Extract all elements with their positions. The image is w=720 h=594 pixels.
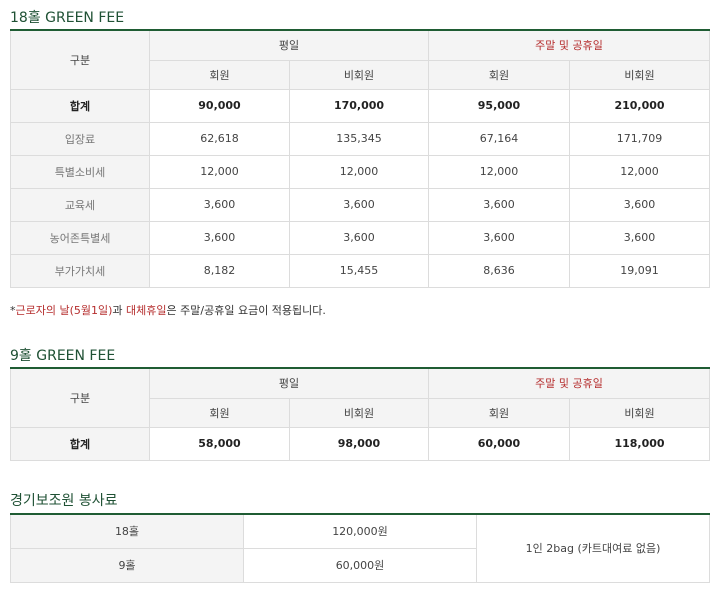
header-category: 구분 — [10, 367, 150, 428]
cell-value: 62,618 — [149, 121, 290, 156]
cell-value: 135,345 — [289, 121, 429, 156]
table-row: 농어존특별세 3,600 3,600 3,600 3,600 — [10, 220, 710, 255]
row-label: 농어존특별세 — [10, 220, 150, 255]
row-label: 입장료 — [10, 121, 150, 156]
header-nonmember: 비회원 — [569, 397, 710, 428]
cell-value: 210,000 — [569, 88, 710, 123]
section-title-caddy: 경기보조원 봉사료 — [10, 493, 118, 509]
cell-value: 58,000 — [149, 426, 290, 461]
row-label: 9홀 — [10, 547, 244, 583]
table-row: 특별소비세 12,000 12,000 12,000 12,000 — [10, 154, 710, 189]
header-member: 회원 — [428, 397, 570, 428]
cell-value: 3,600 — [569, 187, 710, 222]
fee-note: *근로자의 날(5월1일)과 대체휴일은 주말/공휴일 요금이 적용됩니다. — [10, 302, 326, 318]
cell-value: 3,600 — [289, 187, 429, 222]
fee-table-9: 구분 평일 주말 및 공휴일 회원 비회원 회원 비회원 합계 58,000 9… — [10, 367, 710, 461]
cell-value: 12,000 — [569, 154, 710, 189]
header-nonmember: 비회원 — [289, 59, 429, 90]
header-weekday: 평일 — [149, 367, 429, 399]
cell-value: 118,000 — [569, 426, 710, 461]
row-label: 부가가치세 — [10, 253, 150, 288]
note-asterisk: * — [10, 304, 16, 317]
section-title-18: 18홀 GREEN FEE — [10, 10, 125, 26]
cell-value: 12,000 — [289, 154, 429, 189]
table-row: 부가가치세 8,182 15,455 8,636 19,091 — [10, 253, 710, 288]
note-text: 은 주말/공휴일 요금이 적용됩니다. — [166, 304, 326, 317]
header-weekend: 주말 및 공휴일 — [428, 29, 710, 61]
header-nonmember: 비회원 — [289, 397, 429, 428]
row-label: 18홀 — [10, 513, 244, 549]
table-row: 9홀 60,000원 — [10, 547, 710, 583]
row-label: 교육세 — [10, 187, 150, 222]
cell-value: 8,182 — [149, 253, 290, 288]
cell-value: 60,000원 — [243, 547, 477, 583]
table-row-total: 합계 90,000 170,000 95,000 210,000 — [10, 88, 710, 123]
header-weekday: 평일 — [149, 29, 429, 61]
table-row: 교육세 3,600 3,600 3,600 3,600 — [10, 187, 710, 222]
cell-value: 60,000 — [428, 426, 570, 461]
row-label: 특별소비세 — [10, 154, 150, 189]
cell-value: 170,000 — [289, 88, 429, 123]
header-category: 구분 — [10, 29, 150, 90]
header-weekend: 주말 및 공휴일 — [428, 367, 710, 399]
note-substitute-holiday: 대체휴일 — [126, 304, 167, 317]
caddy-fee-table: 18홀 120,000원 1인 2bag (카트대여료 없음) 9홀 60,00… — [10, 513, 710, 583]
cell-value: 19,091 — [569, 253, 710, 288]
cell-value: 3,600 — [428, 187, 570, 222]
cell-value: 3,600 — [149, 187, 290, 222]
table-row: 18홀 120,000원 1인 2bag (카트대여료 없음) — [10, 513, 710, 583]
cell-value: 15,455 — [289, 253, 429, 288]
cell-value: 171,709 — [569, 121, 710, 156]
section-title-9: 9홀 GREEN FEE — [10, 348, 116, 364]
fee-table-18: 구분 평일 주말 및 공휴일 회원 비회원 회원 비회원 합계 90,000 1… — [10, 29, 710, 288]
cell-value: 67,164 — [428, 121, 570, 156]
cell-value: 3,600 — [569, 220, 710, 255]
note-labor-day: 근로자의 날(5월1일) — [15, 304, 113, 317]
cell-value: 95,000 — [428, 88, 570, 123]
cell-value: 12,000 — [149, 154, 290, 189]
table-row: 입장료 62,618 135,345 67,164 171,709 — [10, 121, 710, 156]
table-row-total: 합계 58,000 98,000 60,000 118,000 — [10, 426, 710, 461]
header-member: 회원 — [428, 59, 570, 90]
cell-value: 12,000 — [428, 154, 570, 189]
cell-value: 3,600 — [428, 220, 570, 255]
cell-value: 3,600 — [149, 220, 290, 255]
header-member: 회원 — [149, 59, 290, 90]
row-label: 합계 — [10, 88, 150, 123]
cell-value: 120,000원 — [243, 513, 477, 549]
header-member: 회원 — [149, 397, 290, 428]
cell-value: 8,636 — [428, 253, 570, 288]
cell-value: 90,000 — [149, 88, 290, 123]
note-text: 과 — [112, 304, 127, 317]
cell-value: 98,000 — [289, 426, 429, 461]
cell-value: 3,600 — [289, 220, 429, 255]
row-label: 합계 — [10, 426, 150, 461]
caddy-note: 1인 2bag (카트대여료 없음) — [476, 513, 710, 583]
header-nonmember: 비회원 — [569, 59, 710, 90]
